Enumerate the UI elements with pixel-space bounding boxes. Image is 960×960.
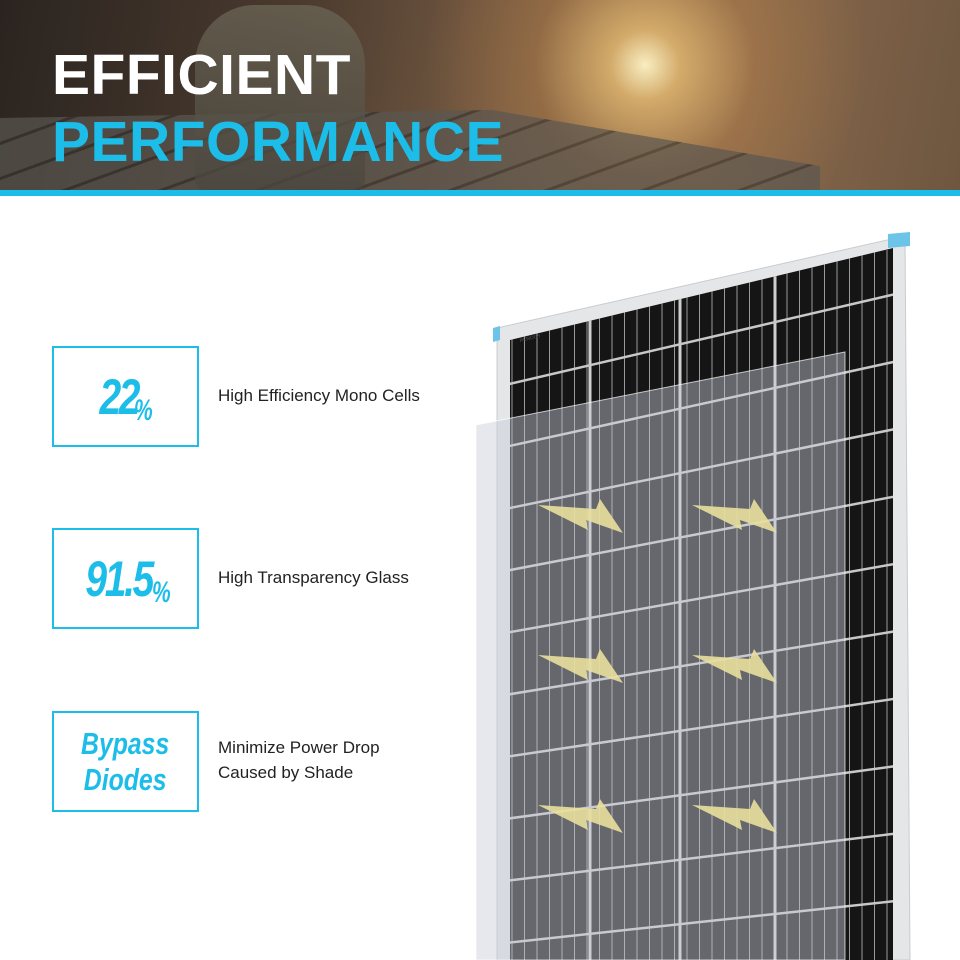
cell-grid [510,250,893,960]
cell-row-divider [510,561,893,635]
light-arrow-icon [692,499,777,533]
glass-layer [475,351,846,960]
transparency-unit: % [151,575,171,609]
transparency-value: 91.5 [85,550,155,607]
banner-worker-photo [195,5,365,190]
feature-badge-transparency: 91.5% [52,528,199,629]
cell-row-divider [510,899,893,945]
frame-corner-right [888,232,910,248]
feature-badge-efficiency: 22% [52,346,199,447]
hero-banner: EFFICIENT PERFORMANCE [0,0,960,190]
cell-row-divider [510,494,893,573]
desc-line-1: Minimize Power Drop [218,738,380,757]
light-arrow-icon [538,649,623,683]
cell-row-divider [510,426,893,511]
light-arrow-icon [538,499,623,533]
feature-desc-efficiency: High Efficiency Mono Cells [218,386,420,405]
efficiency-unit: % [133,393,153,427]
diodes-word: Diodes [84,761,167,797]
cell-row-divider [510,831,893,883]
light-arrow-icon [538,799,623,833]
accent-divider [0,190,960,196]
title-line-1: EFFICIENT [52,43,351,107]
light-arrows [538,499,777,833]
bypass-word: Bypass [81,725,170,761]
cell-row-divider [510,629,893,697]
light-arrow-icon [692,649,777,683]
feature-desc-bypass-diodes: Minimize Power Drop Caused by Shade [218,735,380,785]
frame-corner-left [493,326,500,342]
cell-row-divider [510,359,893,449]
feature-desc-transparency: High Transparency Glass [218,568,409,587]
panel-logo: RENOGY [519,333,542,344]
cell-row-divider [510,291,893,387]
title-line-2: PERFORMANCE [52,110,505,174]
desc-line-2: Caused by Shade [218,763,354,782]
light-arrow-icon [692,799,777,833]
efficiency-value: 22 [99,368,141,425]
cell-row-divider [510,696,893,759]
feature-badge-bypass-diodes: Bypass Diodes [52,711,199,812]
